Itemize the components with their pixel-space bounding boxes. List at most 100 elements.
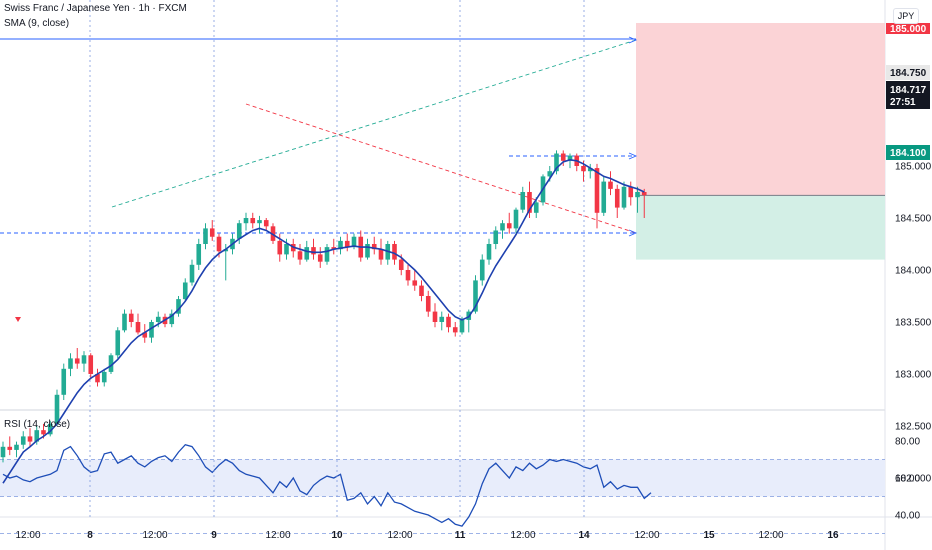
candle-body xyxy=(520,192,526,210)
candle[interactable] xyxy=(608,171,613,196)
candle[interactable] xyxy=(203,223,208,250)
candle[interactable] xyxy=(149,319,154,343)
rsi-panel[interactable] xyxy=(0,443,885,534)
candle[interactable] xyxy=(20,431,26,449)
candle[interactable] xyxy=(128,309,134,328)
candle-body xyxy=(182,282,188,300)
time-tick-label: 12:00 xyxy=(15,530,40,541)
candle[interactable] xyxy=(47,420,53,437)
candle[interactable] xyxy=(122,309,127,333)
candle[interactable] xyxy=(88,353,94,380)
candle[interactable] xyxy=(243,212,249,231)
candle[interactable] xyxy=(14,441,19,458)
candle[interactable] xyxy=(412,270,418,291)
rsi-tick-label: 40.00 xyxy=(895,511,920,522)
candle[interactable] xyxy=(250,212,256,229)
candle[interactable] xyxy=(425,290,431,317)
candle[interactable] xyxy=(405,264,411,286)
candle[interactable] xyxy=(506,212,512,234)
candle[interactable] xyxy=(419,280,424,302)
candle[interactable] xyxy=(189,259,195,286)
candle[interactable] xyxy=(115,327,121,359)
candle[interactable] xyxy=(513,207,519,234)
candle-body xyxy=(41,430,46,435)
candle[interactable] xyxy=(142,324,148,343)
countdown-tag: 27:51 xyxy=(890,97,916,108)
candle[interactable] xyxy=(371,236,377,255)
axes: 185.000 184.500 184.000 183.500 183.000 182.5… xyxy=(15,162,931,542)
candle[interactable] xyxy=(74,348,80,369)
candle[interactable] xyxy=(101,368,107,387)
candle[interactable] xyxy=(338,236,343,255)
candle[interactable] xyxy=(135,313,141,335)
candle[interactable] xyxy=(169,309,175,328)
candle[interactable] xyxy=(479,254,485,286)
candle[interactable] xyxy=(567,153,573,169)
candle[interactable] xyxy=(95,368,100,387)
candle[interactable] xyxy=(196,238,202,270)
candle[interactable] xyxy=(7,436,13,456)
sell-marker-icon xyxy=(15,317,21,322)
candle[interactable] xyxy=(108,353,114,374)
time-tick-label: 8 xyxy=(87,530,93,541)
candle[interactable] xyxy=(81,351,87,372)
time-tick-label: 15 xyxy=(703,530,715,541)
candle[interactable] xyxy=(176,296,181,317)
candle[interactable] xyxy=(432,303,438,328)
candle[interactable] xyxy=(635,186,640,213)
candle[interactable] xyxy=(601,176,607,216)
candle[interactable] xyxy=(68,353,73,377)
time-tick-label: 12:00 xyxy=(142,530,167,541)
price-tick-label: 183.500 xyxy=(895,318,932,329)
candle[interactable] xyxy=(344,233,350,252)
candle[interactable] xyxy=(452,322,458,337)
candle[interactable] xyxy=(270,223,276,244)
candle[interactable] xyxy=(324,244,330,265)
candle[interactable] xyxy=(628,181,634,206)
candle[interactable] xyxy=(0,441,6,463)
candle[interactable] xyxy=(182,278,188,302)
candle[interactable] xyxy=(527,181,532,218)
candle[interactable] xyxy=(486,238,492,265)
candle[interactable] xyxy=(61,363,67,400)
candle-body xyxy=(297,251,303,260)
candle[interactable] xyxy=(520,186,526,213)
candle[interactable] xyxy=(500,220,505,239)
currency-button[interactable]: JPY xyxy=(893,8,919,24)
candle-body xyxy=(311,247,316,255)
candle[interactable] xyxy=(493,226,499,250)
channel-resistance-line xyxy=(245,103,637,234)
candle[interactable] xyxy=(554,150,559,175)
candle[interactable] xyxy=(587,163,593,179)
candle[interactable] xyxy=(317,247,323,268)
candle[interactable] xyxy=(621,181,627,210)
candle[interactable] xyxy=(641,188,647,218)
candle[interactable] xyxy=(378,238,384,265)
candle[interactable] xyxy=(331,238,337,255)
candle-body xyxy=(452,327,458,333)
candle-body xyxy=(277,240,283,255)
candle[interactable] xyxy=(263,218,269,231)
candle[interactable] xyxy=(439,311,445,331)
candle[interactable] xyxy=(614,184,620,218)
candle[interactable] xyxy=(236,220,242,244)
candle[interactable] xyxy=(365,238,370,260)
candle[interactable] xyxy=(560,150,566,166)
drawing-tools[interactable] xyxy=(0,23,885,322)
candle-body xyxy=(554,153,559,172)
candle[interactable] xyxy=(594,163,600,229)
price-tick-label: 183.000 xyxy=(895,370,932,381)
candle[interactable] xyxy=(27,428,33,447)
candle-body xyxy=(641,192,647,196)
candle[interactable] xyxy=(54,389,60,426)
candle[interactable] xyxy=(297,244,303,265)
candle[interactable] xyxy=(257,215,262,234)
candle[interactable] xyxy=(311,238,316,260)
candle[interactable] xyxy=(446,313,451,333)
time-tick-label: 12:00 xyxy=(634,530,659,541)
candle-body xyxy=(284,244,289,255)
candle-body xyxy=(425,296,431,312)
candle[interactable] xyxy=(209,220,215,241)
